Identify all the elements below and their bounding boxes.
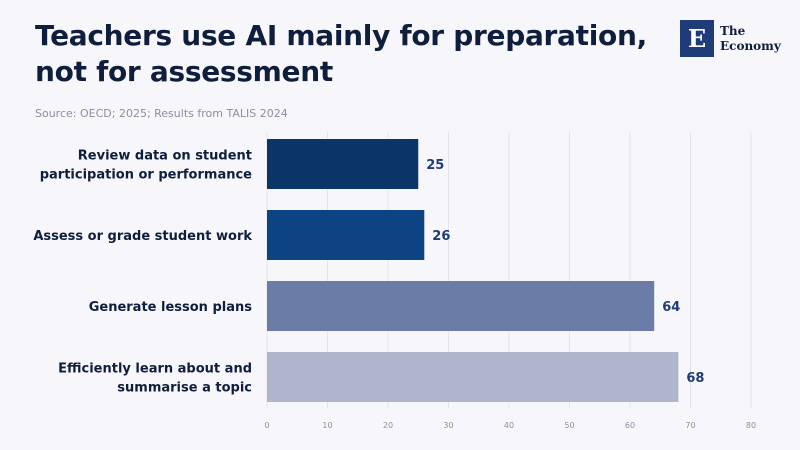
logo-text-line1: The: [720, 23, 746, 38]
x-tick-label: 50: [564, 421, 574, 430]
bar: [267, 281, 655, 331]
logo-text-line2: Economy: [720, 38, 781, 53]
brand-logo[interactable]: E The Economy: [680, 20, 781, 57]
x-tick-label: 20: [383, 421, 393, 430]
x-tick-label: 70: [685, 421, 695, 430]
bar: [267, 210, 425, 260]
x-tick-label: 80: [746, 421, 756, 430]
value-label: 68: [686, 371, 704, 386]
category-label: Assess or grade student work: [33, 229, 252, 244]
category-label: Efficiently learn about and summarise a t…: [58, 362, 252, 396]
x-tick-label: 10: [322, 421, 332, 430]
category-label: Review data on student participation or p…: [40, 149, 252, 183]
x-tick-label: 40: [504, 421, 514, 430]
x-tick-label: 0: [264, 421, 269, 430]
bar: [267, 139, 419, 189]
value-label: 64: [662, 300, 680, 315]
value-label: 26: [432, 229, 450, 244]
chart-source: Source: OECD; 2025; Results from TALIS 2…: [35, 107, 288, 120]
x-tick-label: 60: [625, 421, 635, 430]
value-label: 25: [426, 158, 444, 173]
logo-mark: E: [680, 20, 714, 57]
bar: [267, 352, 679, 402]
category-label: Generate lesson plans: [89, 300, 253, 315]
x-tick-label: 30: [443, 421, 453, 430]
logo-text: The Economy: [720, 24, 781, 54]
chart-title: Teachers use AI mainly for preparation, …: [35, 19, 647, 88]
